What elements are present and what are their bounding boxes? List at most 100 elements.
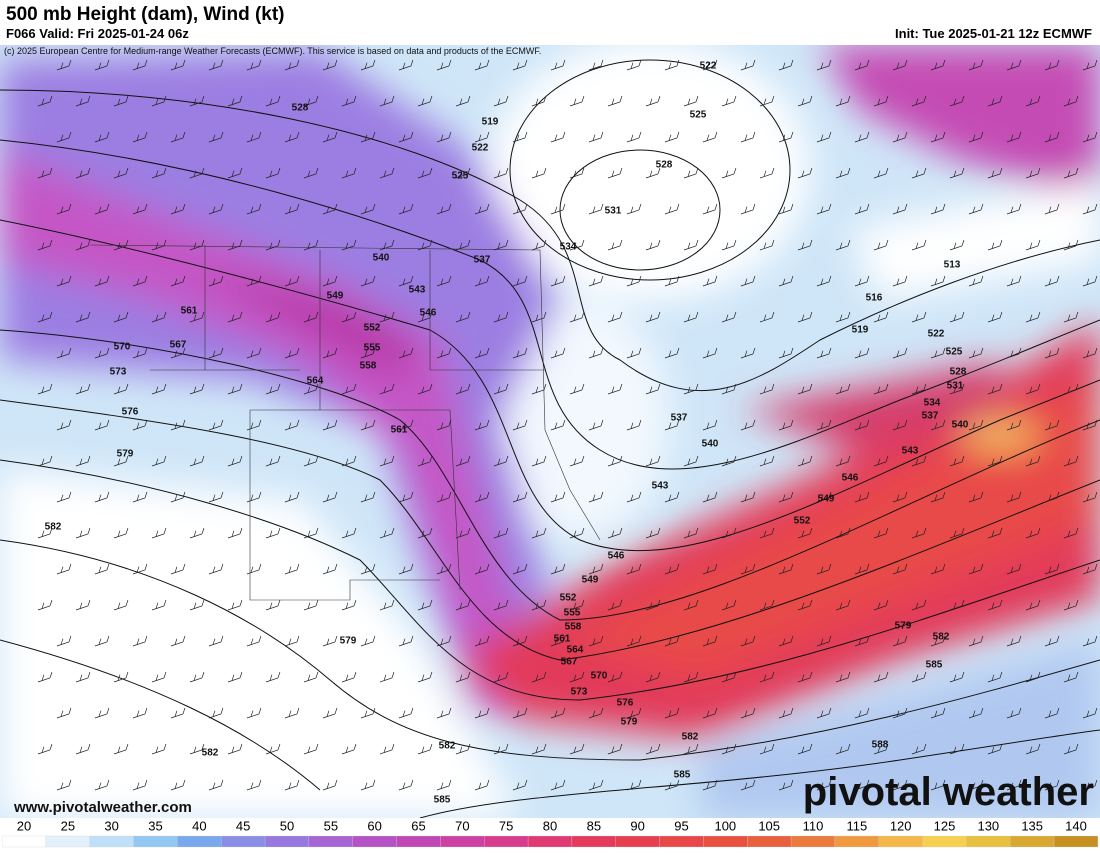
barb: [455, 167, 471, 179]
barb: [398, 347, 414, 359]
barb: [1063, 167, 1079, 179]
barb: [417, 527, 433, 539]
contour-label: 528: [950, 367, 967, 378]
barb: [1006, 779, 1022, 791]
barb: [398, 491, 414, 503]
barb: [512, 275, 528, 287]
barb: [835, 671, 851, 683]
barb: [987, 671, 1003, 683]
barb: [968, 707, 984, 719]
barb: [607, 311, 623, 323]
barb: [512, 131, 528, 143]
barb: [1006, 707, 1022, 719]
barb: [132, 491, 148, 503]
colorbar-swatch: [571, 835, 616, 848]
barb: [968, 347, 984, 359]
barb: [797, 527, 813, 539]
barb: [797, 599, 813, 611]
contour-label: 585: [674, 770, 691, 781]
barb: [854, 347, 870, 359]
barb: [721, 383, 737, 395]
barb: [417, 671, 433, 683]
barb: [930, 707, 946, 719]
barb: [949, 95, 965, 107]
barb: [113, 671, 129, 683]
contour-label: 582: [933, 632, 950, 643]
barb: [721, 95, 737, 107]
barb: [227, 311, 243, 323]
barb: [835, 743, 851, 755]
barb: [1044, 131, 1060, 143]
barb: [170, 563, 186, 575]
barb: [208, 707, 224, 719]
barb: [759, 599, 775, 611]
barb: [645, 599, 661, 611]
barb: [531, 95, 547, 107]
barb: [132, 347, 148, 359]
barb: [360, 59, 376, 71]
barb: [645, 743, 661, 755]
barb: [151, 167, 167, 179]
barb: [151, 599, 167, 611]
barb: [170, 491, 186, 503]
barb: [341, 167, 357, 179]
barb: [987, 743, 1003, 755]
barb: [816, 419, 832, 431]
colorbar-tick-label: 105: [758, 818, 780, 833]
colorbar-tick-label: 80: [543, 818, 557, 833]
barb: [911, 743, 927, 755]
contour-label: 546: [420, 308, 437, 319]
barb: [569, 671, 585, 683]
contour-label: 525: [452, 171, 469, 182]
barb: [1082, 59, 1098, 71]
barb: [854, 419, 870, 431]
barb: [265, 383, 281, 395]
barb: [379, 167, 395, 179]
barb: [284, 59, 300, 71]
barb: [1006, 275, 1022, 287]
barb: [911, 95, 927, 107]
barb: [303, 455, 319, 467]
barb: [56, 779, 72, 791]
barb: [379, 671, 395, 683]
contour-label: 549: [327, 291, 344, 302]
barb: [721, 527, 737, 539]
barb: [208, 563, 224, 575]
contour-label: 552: [560, 593, 577, 604]
barb: [75, 455, 91, 467]
barb: [1044, 491, 1060, 503]
barb: [360, 275, 376, 287]
barb: [1044, 59, 1060, 71]
barb: [303, 527, 319, 539]
barb: [854, 131, 870, 143]
colorbar-tick-label: 140: [1065, 818, 1087, 833]
barb: [759, 167, 775, 179]
barb: [1006, 59, 1022, 71]
barb: [588, 563, 604, 575]
barb: [816, 635, 832, 647]
barb: [189, 311, 205, 323]
colorbar-swatch: [703, 835, 748, 848]
barb: [398, 707, 414, 719]
barb: [778, 59, 794, 71]
barb: [721, 743, 737, 755]
barb: [987, 239, 1003, 251]
barb: [455, 527, 471, 539]
barb: [512, 203, 528, 215]
barb: [75, 383, 91, 395]
barb: [379, 383, 395, 395]
barb: [341, 95, 357, 107]
barb: [94, 275, 110, 287]
barb: [246, 419, 262, 431]
barb: [398, 563, 414, 575]
contour-label: 561: [554, 634, 571, 645]
barb: [607, 167, 623, 179]
barb: [702, 347, 718, 359]
barb: [835, 599, 851, 611]
barb: [284, 707, 300, 719]
barb: [1025, 743, 1041, 755]
barb: [759, 671, 775, 683]
barb: [132, 131, 148, 143]
barb: [189, 743, 205, 755]
barb: [208, 779, 224, 791]
